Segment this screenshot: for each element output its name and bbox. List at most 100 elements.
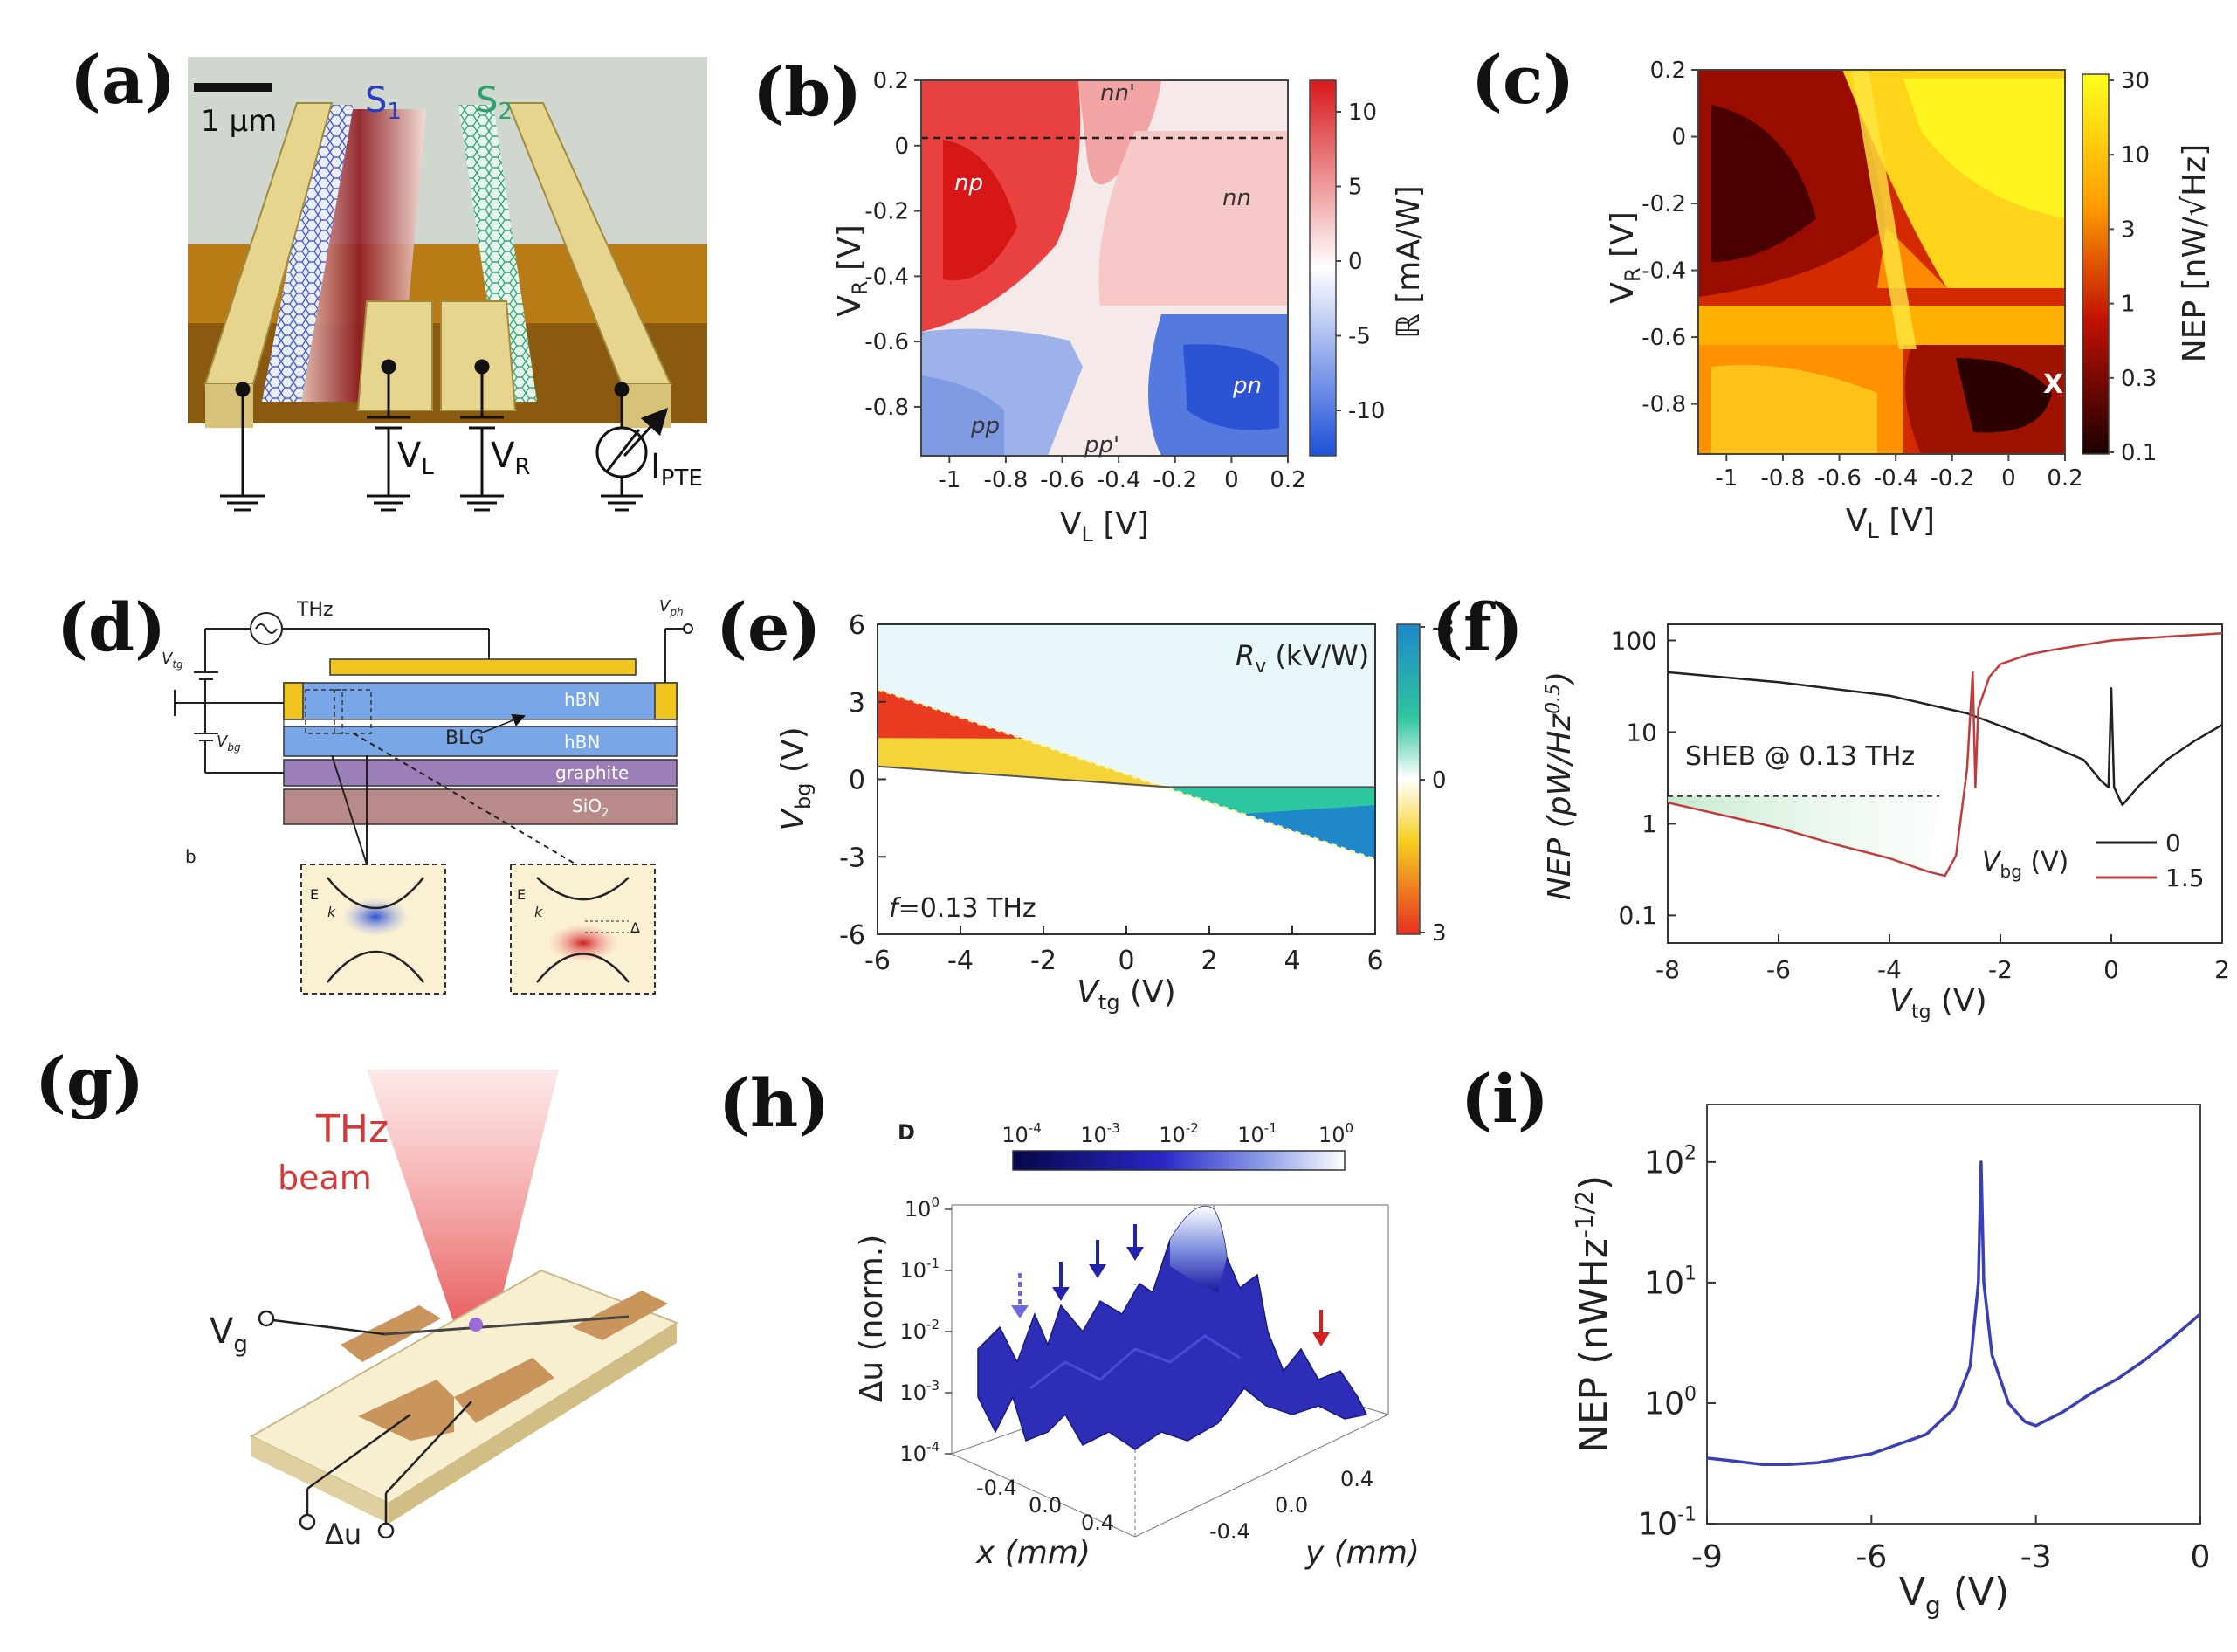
cbar-c-ticks-label-0: 30: [2121, 68, 2150, 94]
vr-label: VR: [491, 436, 530, 480]
layer-blg: BLG: [445, 727, 484, 749]
xlabel-i: Vg (V): [1899, 1570, 2009, 1620]
beam-label-2: beam: [278, 1159, 372, 1197]
cbar-c-ticks-label-2: 3: [2121, 217, 2136, 243]
ytick-label-b-4: -0.6: [864, 329, 909, 355]
ytick-label-i-0: 102: [1644, 1142, 1697, 1180]
arrows-h: [1011, 1224, 1330, 1346]
ytick-label-b-0: 0.2: [873, 68, 909, 94]
xlabel-h: x (mm): [975, 1535, 1091, 1571]
ytick-label-b-2: -0.2: [864, 199, 909, 225]
marker-x: X: [2043, 369, 2063, 400]
ytick-label-i-1: 101: [1644, 1263, 1697, 1302]
panel-f: (f) SHEB @ 0.13 THz Vbg (V) 0 1.5 -8 -6 -4…: [1432, 589, 2230, 1023]
legend-label-0: 0: [2165, 829, 2181, 857]
cbar-c-ticks-label-5: 0.1: [2121, 440, 2157, 466]
ytick-label-e-3: -3: [839, 843, 865, 873]
colorbar-e: [1396, 623, 1421, 935]
xtick-label-f-5: 2: [2214, 955, 2230, 984]
cbar-b-ticks-label-0: 10: [1348, 100, 1377, 126]
xtick-label-e-5: 4: [1284, 946, 1300, 976]
ytick-label-c-0: 0.2: [1650, 58, 1686, 84]
xtick-label-c-0: -1: [1715, 465, 1738, 492]
panel-c: (c) X -1 -0.8 -0.6 -0.4 -0.2 0 0.2 0.2 0 -0.2 -0.4…: [1471, 41, 2213, 543]
colorbar-b-ticks: 10 5 0 -5 -10: [1336, 100, 1385, 424]
xtick-label-b-4: -0.2: [1153, 467, 1197, 493]
inset1-e: E: [310, 886, 319, 903]
colorbar-c-label: NEP [nW/√Hz]: [2177, 144, 2213, 362]
inset2-e: E: [517, 886, 526, 903]
ytick-label-e-4: -6: [839, 920, 865, 951]
layer-graphite: graphite: [555, 762, 629, 783]
region-np: np: [954, 170, 983, 196]
zlabel-h: Δu (norm.): [854, 1235, 890, 1403]
ytick-label-b-5: -0.8: [864, 395, 909, 421]
axes-b: -1 -0.8 -0.6 -0.4 -0.2 0 0.2 0.2 0 -0.2 -0.4 -0.6 -0…: [864, 68, 1305, 493]
ylabel-h: y (mm): [1304, 1535, 1420, 1571]
vph-label: Vph: [659, 597, 684, 618]
s1-label: S1: [365, 80, 402, 125]
peak-h: [1170, 1206, 1227, 1292]
panel-e: (e) Rv (kV/W) f=0.13 THz -6 -4 -2 0 2 4 6630-3…: [716, 589, 1455, 1015]
ztick-label-h-4: 10-4: [899, 1439, 940, 1466]
ticks-h: 100 10-1 10-2 10-3 10-4 -0.4 0.0 0.4 -0.4 0.0 0.4: [899, 1194, 1373, 1544]
inset-gapless: [300, 864, 446, 995]
axes-f: -8 -6 -4 -2 0 2 100 10 1 0.1: [1611, 626, 2230, 984]
xtick-label-f-4: 0: [2103, 955, 2119, 984]
xtick-label-e-0: -6: [864, 946, 891, 976]
colorbar-h-ticks: 10-4 10-3 10-2 10-1 100: [1001, 1120, 1353, 1147]
inset2-delta: Δ: [630, 919, 640, 936]
ytick-label-c-5: -0.8: [1642, 392, 1686, 418]
source-thz: THz: [296, 599, 334, 621]
gate-left: [356, 300, 433, 411]
cbar-e-ticks-label-1: 0: [1432, 767, 1447, 794]
gate-right: [440, 300, 517, 411]
scale-bar: [194, 83, 272, 92]
plot-f: [1667, 623, 2223, 944]
xtick-label-b-1: -0.8: [984, 467, 1029, 493]
xtick-label-b-0: -1: [938, 467, 960, 493]
circuit-d: [174, 612, 693, 865]
xtick-label-h-0: -0.4: [976, 1476, 1017, 1500]
cbar-c-ticks-label-4: 0.3: [2121, 366, 2157, 392]
ztick-label-h-2: 10-2: [899, 1317, 940, 1344]
ylabel-i: NEP (nWHz-1/2): [1570, 1175, 1616, 1453]
xtick-label-e-2: -2: [1030, 946, 1057, 976]
ylabel-e: Vbg (V): [775, 726, 816, 830]
legend-title: Vbg (V): [1982, 847, 2068, 882]
cbar-b-ticks-label-3: -5: [1348, 324, 1371, 350]
panel-a: (a) 1 μm S1 S2: [70, 41, 707, 512]
xtick-label-f-1: -6: [1766, 955, 1791, 984]
colorbar-e-ticks: -3 0 3: [1420, 615, 1455, 946]
xtick-label-b-5: 0: [1224, 467, 1239, 493]
panel-h: (h) D 10-4 10-3 10-2 10-1 100 100: [719, 1064, 1420, 1571]
label-d: D: [898, 1120, 915, 1145]
inset2-k: k: [534, 904, 543, 920]
ytick-label-f-0: 100: [1611, 626, 1657, 655]
ztick-label-h-3: 10-3: [899, 1378, 940, 1405]
layer-sio2: SiO2: [572, 795, 609, 820]
axes-c: -1 -0.8 -0.6 -0.4 -0.2 0 0.2 0.2 0 -0.2 -0.4 -0.6 -0…: [1642, 58, 2082, 492]
ytick-label-e-2: 0: [849, 766, 865, 796]
xlabel-f: Vtg (V): [1889, 983, 1986, 1023]
cbar-b-ticks-label-4: -10: [1348, 398, 1385, 424]
cbar-c-ticks-label-3: 1: [2121, 292, 2136, 318]
ztick-label-h-1: 10-1: [899, 1256, 940, 1283]
ytick-label-b-3: -0.4: [864, 264, 909, 290]
ytick-label-f-1: 10: [1626, 718, 1657, 747]
circuit-a: [220, 359, 648, 512]
xtick-label-i-1: -6: [1855, 1539, 1887, 1575]
plot-i: [1706, 1104, 2201, 1525]
xtick-label-e-6: 6: [1366, 946, 1383, 976]
xtick-label-e-1: -4: [947, 946, 974, 976]
inset1-k: k: [327, 904, 336, 920]
cbar-b-ticks-label-2: 0: [1348, 249, 1363, 275]
panel-d: (d) hBN BLG hBN graphite SiO2: [57, 589, 693, 995]
ytick-label-c-3: -0.4: [1642, 258, 1686, 285]
ylabel-f: NEP (pW/Hz0.5): [1542, 671, 1578, 900]
xlabel-c: VL [V]: [1846, 503, 1935, 543]
ytick-label-h-0: -0.4: [1209, 1519, 1250, 1544]
ytick-label-b-1: 0: [894, 134, 909, 160]
